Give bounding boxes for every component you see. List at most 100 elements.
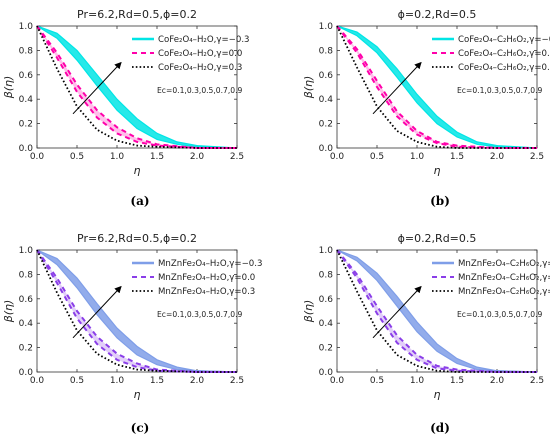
series-line-y-high — [336, 25, 538, 149]
legend-entry: MnZnFe₂O₄–C₂H₆O₂,γ=0.3 — [458, 287, 550, 297]
series-1 — [336, 25, 537, 149]
legend-entry: CoFe₂O₄–C₂H₆O₂,γ=0.0 — [458, 49, 550, 59]
series-0 — [336, 249, 538, 373]
y-tick-label: 0.8 — [319, 270, 334, 280]
plot-frame — [36, 249, 238, 373]
subfigure-label: (b) — [430, 194, 450, 208]
legend-entry: MnZnFe₂O₄–H₂O,γ=0.0 — [158, 273, 255, 283]
y-tick-label: 0.2 — [19, 344, 33, 354]
series-line-y-low — [336, 25, 538, 149]
x-tick-label: 1.5 — [150, 376, 164, 386]
increase-arrow — [372, 285, 422, 339]
x-tick-label: 2.0 — [190, 376, 205, 386]
legend-entry: CoFe₂O₄–H₂O,γ=0.3 — [158, 63, 242, 73]
panel-b: ϕ=0.2,Rd=0.5 0.0 0.5 1.0 1.5 2.0 2.5 0.0 0.2 0.4 0… — [302, 8, 550, 208]
y-tick-label: 0.2 — [19, 120, 33, 130]
series-line-y-high — [336, 249, 538, 373]
panel-title: ϕ=0.2,Rd=0.5 — [398, 232, 477, 245]
y-tick-label: 0.6 — [319, 295, 334, 305]
x-tick-label: 0.5 — [70, 376, 84, 386]
y-tick-label: 1.0 — [19, 246, 34, 256]
y-tick-label: 0.0 — [319, 368, 334, 378]
series-0 — [36, 249, 238, 373]
x-tick-label: 2.5 — [530, 152, 544, 162]
x-tick-label: 0.5 — [370, 152, 384, 162]
y-tick-label: 0.8 — [319, 46, 334, 56]
legend-entry: MnZnFe₂O₄–H₂O,γ=0.3 — [158, 287, 255, 297]
subfigure-label: (c) — [131, 421, 150, 435]
series-1 — [36, 249, 237, 373]
series-band — [337, 250, 537, 372]
y-tick-label: 0.6 — [319, 71, 334, 81]
series-line-y-low — [336, 249, 538, 373]
panel-a: Pr=6.2,Rd=0.5,ϕ=0.2 0.0 0.5 1.0 1.5 2.0 2.5 0.0… — [2, 8, 250, 208]
y-tick-label: 0.2 — [319, 120, 333, 130]
x-tick-label: 2.0 — [190, 152, 205, 162]
y-axis-label: β(η) — [2, 300, 15, 324]
x-tick-label: 2.5 — [230, 152, 244, 162]
series-0 — [36, 25, 238, 149]
series-line — [36, 25, 237, 149]
series-2 — [36, 25, 237, 149]
legend-entry: MnZnFe₂O₄–C₂H₆O₂,γ=−0.3 — [458, 259, 550, 269]
ec-annotation: Ec=0.1,0.3,0.5,0.7,0.9 — [157, 310, 243, 319]
x-tick-label: 0.0 — [330, 152, 345, 162]
series-line-y-high — [36, 25, 237, 149]
panel-title: Pr=6.2,Rd=0.5,ϕ=0.2 — [77, 232, 197, 245]
y-tick-label: 0.4 — [319, 95, 334, 105]
plot-frame — [336, 249, 538, 373]
y-tick-label: 0.4 — [319, 319, 334, 329]
y-axis-label: β(η) — [2, 76, 15, 100]
y-tick-label: 0.4 — [19, 319, 34, 329]
x-tick-label: 2.0 — [490, 152, 505, 162]
x-tick-label: 1.5 — [450, 152, 464, 162]
y-axis-label: β(η) — [302, 76, 315, 100]
y-tick-label: 1.0 — [319, 22, 334, 32]
series-line-y-low — [336, 249, 537, 373]
series-2 — [36, 249, 237, 373]
y-axis-label: β(η) — [302, 300, 315, 324]
x-axis-label: η — [134, 164, 141, 177]
series-line-y-low — [36, 249, 237, 373]
x-axis-label: η — [434, 164, 441, 177]
increase-arrow — [72, 61, 122, 115]
y-tick-label: 0.6 — [19, 71, 34, 81]
series-line-y-high — [336, 249, 537, 373]
legend-entry: CoFe₂O₄–C₂H₆O₂,γ=0.3 — [458, 63, 550, 73]
panel-title: Pr=6.2,Rd=0.5,ϕ=0.2 — [77, 8, 197, 21]
series-line-y-low — [336, 25, 537, 149]
series-band — [37, 26, 237, 148]
y-tick-label: 0.4 — [19, 95, 34, 105]
subfigure-label: (d) — [430, 421, 450, 435]
series-1 — [336, 249, 537, 373]
y-tick-label: 0.0 — [19, 368, 34, 378]
legend-entry: MnZnFe₂O₄–H₂O,γ=−0.3 — [158, 259, 262, 269]
series-line-y-high — [36, 249, 238, 373]
series-0 — [336, 25, 538, 149]
plot-frame — [336, 25, 538, 149]
plot-frame — [36, 25, 238, 149]
y-tick-label: 0.8 — [19, 46, 34, 56]
legend-entry: MnZnFe₂O₄–C₂H₆O₂,γ=0.0 — [458, 273, 550, 283]
series-line-y-high — [36, 249, 237, 373]
ec-annotation: Ec=0.1,0.3,0.5,0.7,0.9 — [457, 86, 543, 95]
series-line — [36, 249, 237, 373]
x-tick-label: 2.0 — [490, 376, 505, 386]
x-tick-label: 0.0 — [30, 376, 45, 386]
series-line-y-low — [36, 249, 238, 373]
series-band — [37, 250, 237, 372]
subfigure-label: (a) — [130, 194, 149, 208]
panel-d: ϕ=0.2,Rd=0.5 0.0 0.5 1.0 1.5 2.0 2.5 0.0 0.2 0.4 0… — [302, 232, 550, 435]
series-line-y-high — [336, 25, 537, 149]
x-tick-label: 2.5 — [530, 376, 544, 386]
ec-annotation: Ec=0.1,0.3,0.5,0.7,0.9 — [457, 310, 543, 319]
legend-entry: CoFe₂O₄–C₂H₆O₂,γ=−0.3 — [458, 35, 550, 45]
y-tick-label: 0.0 — [319, 144, 334, 154]
x-tick-label: 2.5 — [230, 376, 244, 386]
x-axis-label: η — [134, 388, 141, 401]
panel-c: Pr=6.2,Rd=0.5,ϕ=0.2 0.0 0.5 1.0 1.5 2.0 2.5 0.0… — [2, 232, 262, 435]
x-tick-label: 1.0 — [110, 152, 125, 162]
series-line-y-low — [36, 25, 238, 149]
series-line-y-high — [36, 25, 238, 149]
panel-title: ϕ=0.2,Rd=0.5 — [398, 8, 477, 21]
